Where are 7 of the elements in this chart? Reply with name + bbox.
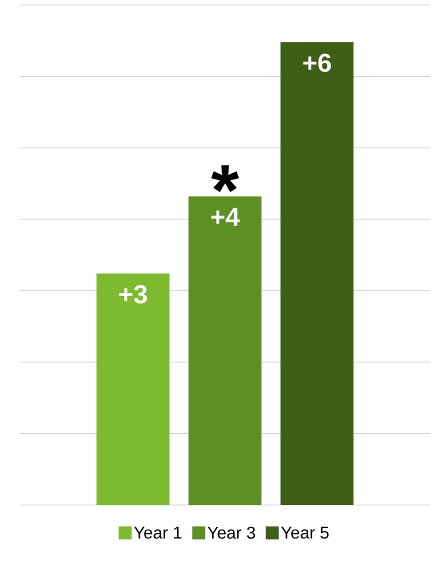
data-label: +4 — [211, 208, 240, 226]
annotation: * — [211, 165, 239, 192]
data-label: +6 — [303, 54, 331, 72]
data-label: +3 — [119, 285, 147, 304]
legend-label: Year 3 — [208, 526, 256, 539]
legend-label: Year 5 — [281, 526, 329, 539]
legend-label: Year 1 — [134, 526, 182, 539]
